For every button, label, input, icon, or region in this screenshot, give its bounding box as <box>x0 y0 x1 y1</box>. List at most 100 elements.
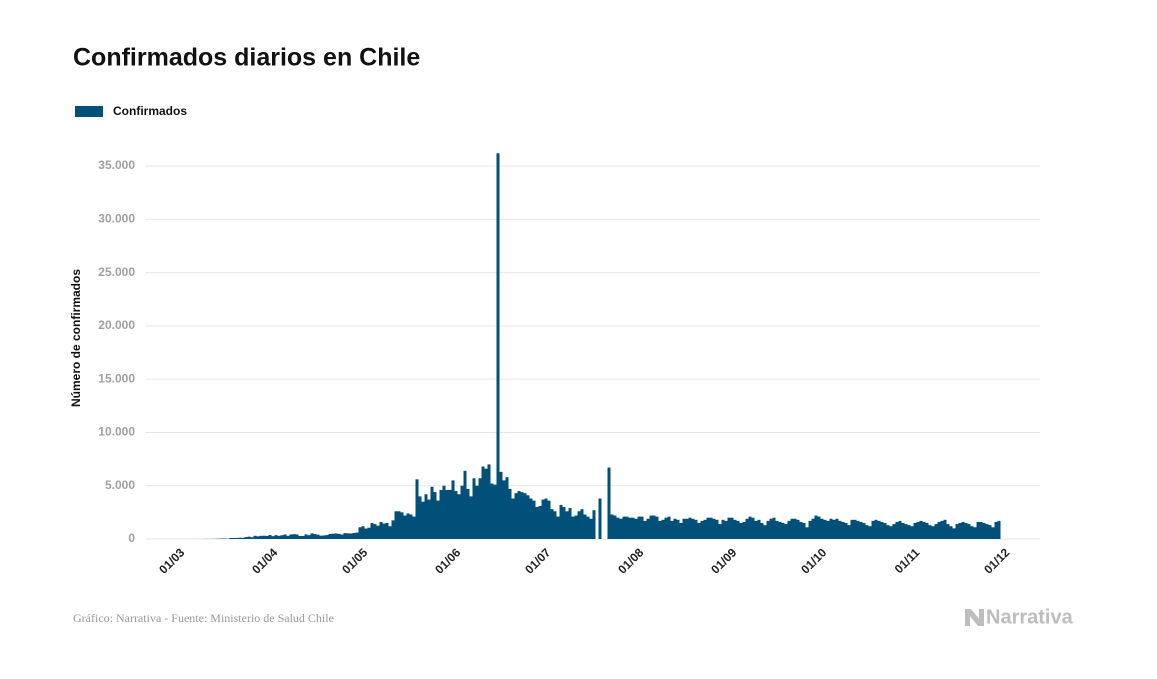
bar <box>737 521 740 539</box>
bar <box>713 519 716 539</box>
bar <box>890 526 893 539</box>
bar <box>497 153 500 539</box>
y-tick-label: 0 <box>128 531 135 545</box>
bar <box>521 492 524 539</box>
bar <box>644 521 647 539</box>
bar <box>893 524 896 539</box>
bar <box>941 521 944 539</box>
bar <box>344 533 347 539</box>
bar <box>470 496 473 539</box>
bar <box>464 471 467 539</box>
bar <box>935 524 938 539</box>
bar <box>842 522 845 539</box>
bar <box>509 489 512 539</box>
bar <box>686 519 689 539</box>
bar <box>440 490 443 539</box>
bar <box>407 513 410 539</box>
bar <box>698 523 701 539</box>
bar <box>848 525 851 539</box>
bar <box>383 524 386 539</box>
bar <box>695 520 698 539</box>
bar <box>611 514 614 539</box>
bar <box>563 507 566 539</box>
bar <box>566 511 569 539</box>
bar <box>314 534 317 539</box>
bar <box>620 519 623 539</box>
bar <box>653 516 656 539</box>
bar <box>908 525 911 539</box>
bar <box>824 520 827 539</box>
bar <box>386 523 389 539</box>
bar <box>362 526 365 539</box>
bar <box>875 520 878 539</box>
bar <box>728 518 731 539</box>
bar <box>416 479 419 539</box>
bar <box>662 520 665 539</box>
bar <box>239 538 242 539</box>
bar <box>869 526 872 539</box>
bar <box>473 478 476 539</box>
bar <box>926 523 929 539</box>
bar <box>347 533 350 539</box>
bar <box>332 534 335 539</box>
bar <box>281 535 284 539</box>
bar <box>302 536 305 539</box>
bar <box>485 469 488 539</box>
chart-title: Confirmados diarios en Chile <box>73 44 420 72</box>
bar <box>716 520 719 539</box>
bar <box>638 517 641 539</box>
bar <box>251 537 254 539</box>
bar <box>722 520 725 539</box>
bar <box>851 520 854 539</box>
bar <box>269 535 272 539</box>
bar <box>359 527 362 539</box>
bar <box>287 536 290 539</box>
bar <box>308 535 311 539</box>
bar <box>320 536 323 539</box>
bar <box>476 486 479 539</box>
bar <box>617 518 620 539</box>
bar <box>491 484 494 539</box>
bar <box>632 518 635 539</box>
bar <box>458 494 461 539</box>
bar <box>836 519 839 539</box>
bar <box>290 534 293 539</box>
bar <box>536 507 539 539</box>
bar <box>482 467 485 539</box>
bar <box>887 525 890 539</box>
bar <box>317 535 320 539</box>
bar <box>785 524 788 539</box>
bar <box>455 491 458 539</box>
bar <box>551 509 554 539</box>
bar <box>374 524 377 539</box>
bar <box>929 525 932 539</box>
bar <box>641 517 644 539</box>
bar <box>443 486 446 539</box>
bar <box>899 521 902 539</box>
bar <box>254 536 257 539</box>
bar <box>515 493 518 539</box>
bar <box>740 523 743 539</box>
bar <box>992 527 995 539</box>
bar <box>938 522 941 539</box>
bar <box>284 534 287 539</box>
bar <box>299 536 302 539</box>
bar <box>263 536 266 539</box>
bar <box>677 520 680 539</box>
bar <box>524 493 527 539</box>
bar <box>758 520 761 539</box>
bar <box>446 490 449 539</box>
bar <box>707 518 710 539</box>
bar <box>932 526 935 539</box>
bar <box>665 518 668 539</box>
bar <box>338 534 341 539</box>
bar <box>815 516 818 539</box>
bar <box>248 537 251 539</box>
bar <box>959 523 962 539</box>
bar <box>806 527 809 539</box>
bar <box>242 538 245 539</box>
bar <box>506 477 509 539</box>
bar <box>914 523 917 539</box>
